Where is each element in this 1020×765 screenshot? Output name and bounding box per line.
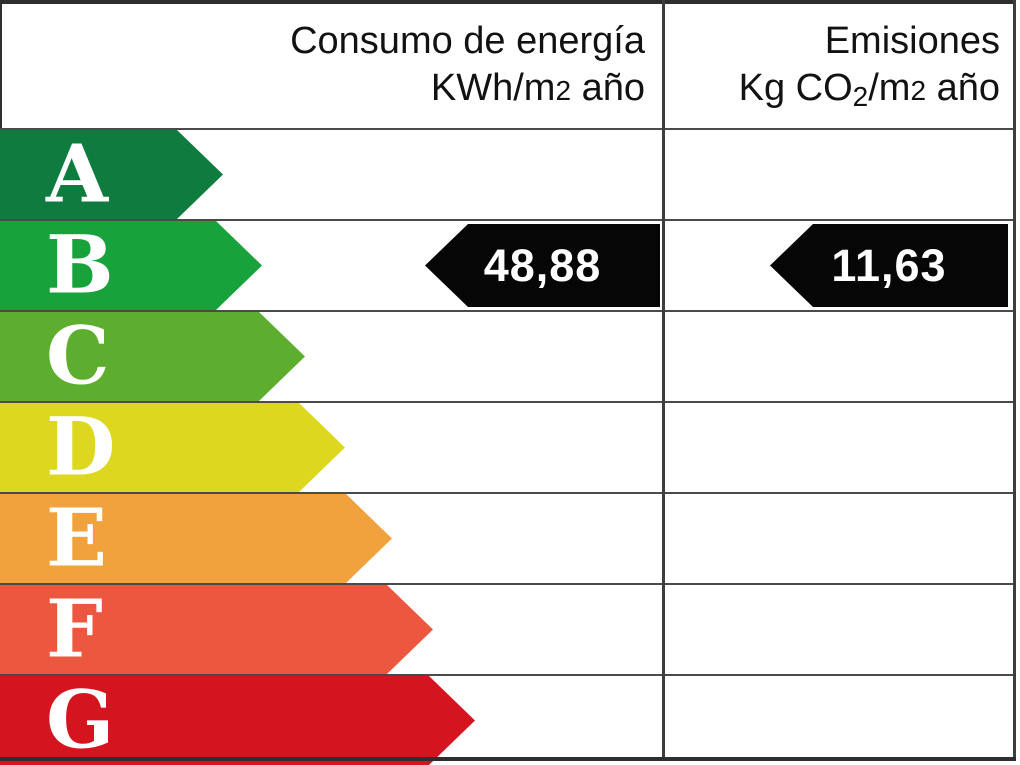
- rating-letter-c: C: [46, 307, 110, 402]
- consumption-unit-exponent: 2: [555, 75, 572, 106]
- rating-row-g: G: [0, 674, 1016, 765]
- consumption-value: 48,88: [483, 239, 602, 291]
- emissions-value-arrow: 11,63: [770, 224, 1008, 307]
- rating-band-g-arrow: G: [0, 671, 475, 765]
- rating-band-f-arrow: F: [0, 580, 433, 675]
- consumption-column-header: Consumo de energía KWh/m2 año: [0, 4, 662, 128]
- emissions-header-line1: Emisiones: [824, 20, 1000, 62]
- rating-row-b: B 48,88 11,63: [0, 219, 1016, 310]
- column-divider-line: [662, 0, 665, 757]
- emissions-unit-exponent: 2: [910, 75, 927, 106]
- header-row: Consumo de energía KWh/m2 año Emisiones …: [0, 4, 1016, 128]
- rating-band-a-arrow: A: [0, 125, 223, 220]
- emissions-column-header: Emisiones Kg CO2/m2 año: [662, 4, 1016, 128]
- rating-letter-g: G: [46, 671, 115, 765]
- rating-rows: A B 48,88 11,63 C D E: [0, 128, 1016, 765]
- rating-band-c-arrow: C: [0, 307, 305, 402]
- rating-row-c: C: [0, 310, 1016, 401]
- emissions-value: 11,63: [831, 239, 947, 291]
- rating-band-d-arrow: D: [0, 398, 345, 493]
- rating-band-e-arrow: E: [0, 489, 392, 584]
- rating-letter-e: E: [46, 489, 107, 584]
- table-top-border: [0, 0, 1016, 4]
- rating-letter-f: F: [46, 580, 103, 675]
- table-left-border: [0, 0, 2, 128]
- table-right-border: [1013, 0, 1016, 757]
- emissions-unit-mid: /m: [868, 67, 911, 109]
- rating-letter-d: D: [46, 398, 116, 493]
- consumption-header-line1: Consumo de energía: [290, 20, 645, 62]
- emissions-co2-subscript: 2: [852, 80, 869, 112]
- rating-row-e: E: [0, 492, 1016, 583]
- rating-row-f: F: [0, 583, 1016, 674]
- rating-band-b-arrow: B: [0, 216, 262, 311]
- rating-row-a: A: [0, 128, 1016, 219]
- rating-letter-b: B: [46, 216, 114, 311]
- emissions-header-line2: Kg CO2/m2 año: [662, 65, 1000, 114]
- consumption-header-line2: KWh/m2 año: [0, 65, 645, 114]
- consumption-unit-prefix: KWh/m: [430, 67, 556, 109]
- table-bottom-border: [0, 757, 1016, 761]
- rating-letter-a: A: [46, 125, 109, 220]
- rating-row-d: D: [0, 401, 1016, 492]
- emissions-unit-prefix: Kg CO: [738, 67, 853, 109]
- consumption-unit-suffix: año: [571, 67, 645, 109]
- consumption-value-arrow: 48,88: [425, 224, 660, 307]
- emissions-unit-suffix: año: [926, 67, 1000, 109]
